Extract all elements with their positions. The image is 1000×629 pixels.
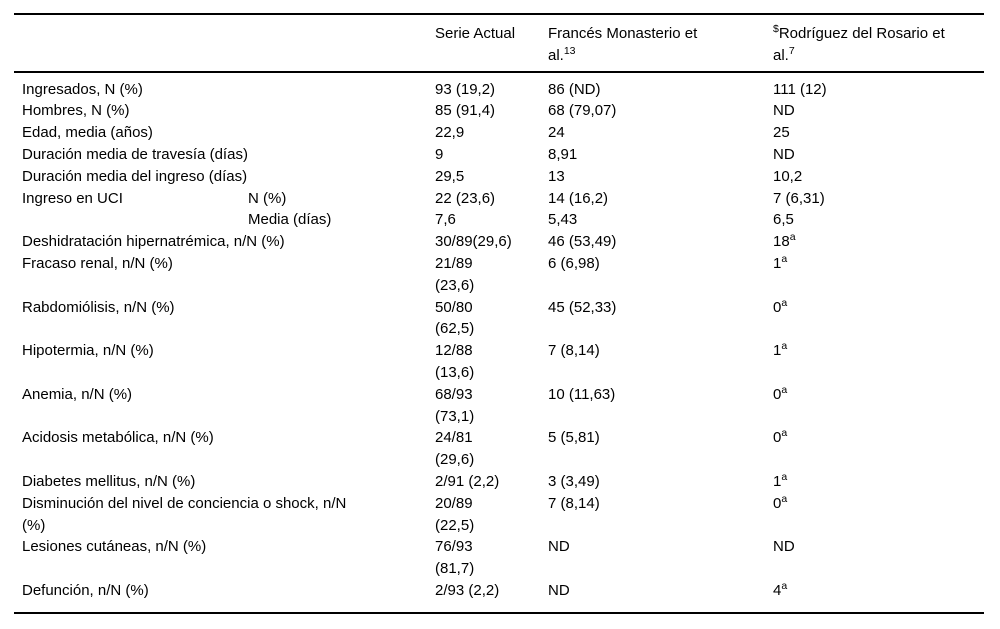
- cell-frances-monasterio: 86 (ND): [548, 80, 601, 98]
- row-sublabel: Media (días): [248, 211, 332, 229]
- cell-frances-monasterio: 5,43: [548, 211, 578, 229]
- row-label: Anemia, n/N (%): [22, 385, 133, 403]
- row-label: Ingreso en UCI: [22, 189, 123, 207]
- cell-frances-monasterio: 13: [548, 167, 565, 185]
- table-row: Duración media del ingreso (días) 29,5 13 1…: [14, 166, 984, 188]
- cell-frances-monasterio: 3 (3,49): [548, 472, 600, 490]
- cell-frances-monasterio: 6 (6,98): [548, 254, 600, 272]
- cell-frances-monasterio: 7 (8,14): [548, 494, 600, 512]
- cell-rodriguez-del-rosario: ND: [773, 102, 795, 120]
- table-row: Duración media de travesía (días) 9 8,91 ND: [14, 144, 984, 166]
- cell-serie-actual: 9: [435, 145, 444, 163]
- header-serie-actual: Serie Actual: [427, 14, 540, 73]
- row-label: [14, 209, 240, 231]
- table-body: Ingresados, N (%) 93 (19,2) 86 (ND) 111 (12…: [14, 72, 984, 613]
- table-row: Deshidratación hipernatrémica, n/N (%) 30…: [14, 231, 984, 253]
- cell-serie-actual: 22,9: [435, 124, 465, 142]
- cell-serie-actual: 2/93 (2,2): [435, 581, 500, 599]
- table-row: Ingresados, N (%) 93 (19,2) 86 (ND) 111 (12…: [14, 72, 984, 101]
- cell-serie-actual: 30/89(29,6): [435, 233, 512, 251]
- cell-rodriguez-del-rosario: 7 (6,31): [773, 189, 825, 207]
- table-row: Diabetes mellitus, n/N (%) 2/91 (2,2) 3 (3…: [14, 471, 984, 493]
- cell-frances-monasterio: 10 (11,63): [548, 385, 616, 403]
- table-row: Acidosis metabólica, n/N (%) 24/81 (29,6) 5…: [14, 427, 984, 471]
- cell-rodriguez-del-rosario: ND: [773, 145, 795, 163]
- row-label: Ingresados, N (%): [22, 80, 143, 98]
- cell-serie-actual: 24/81 (29,6): [435, 429, 475, 469]
- cell-frances-monasterio: 5 (5,81): [548, 429, 600, 447]
- table-row: Rabdomiólisis, n/N (%) 50/80 (62,5) 45 (52,…: [14, 297, 984, 341]
- cell-serie-actual: 50/80 (62,5): [435, 298, 475, 338]
- cell-rodriguez-del-rosario: 0a: [773, 427, 788, 447]
- cell-serie-actual: 76/93 (81,7): [435, 538, 475, 578]
- cell-serie-actual: 29,5: [435, 167, 465, 185]
- cell-rodriguez-del-rosario: ND: [773, 538, 795, 556]
- row-label: Lesiones cutáneas, n/N (%): [22, 538, 207, 556]
- table-row: Lesiones cutáneas, n/N (%) 76/93 (81,7) ND N…: [14, 536, 984, 580]
- cell-frances-monasterio: 8,91: [548, 145, 578, 163]
- table-row: Anemia, n/N (%) 68/93 (73,1) 10 (11,63) 0a: [14, 384, 984, 428]
- cell-serie-actual: 68/93 (73,1): [435, 385, 475, 425]
- cell-frances-monasterio: 68 (79,07): [548, 102, 617, 120]
- cell-rodriguez-del-rosario: 18a: [773, 231, 796, 251]
- cell-rodriguez-del-rosario: 25: [773, 124, 790, 142]
- row-label: Hombres, N (%): [22, 102, 130, 120]
- table-row: Media (días) 7,6 5,43 6,5: [14, 209, 984, 231]
- cell-rodriguez-del-rosario: 111 (12): [773, 80, 827, 98]
- cell-serie-actual: 85 (91,4): [435, 102, 496, 120]
- row-label: Acidosis metabólica, n/N (%): [22, 429, 214, 447]
- row-label: Rabdomiólisis, n/N (%): [22, 298, 175, 316]
- cell-frances-monasterio: 46 (53,49): [548, 233, 617, 251]
- cell-rodriguez-del-rosario: 0a: [773, 492, 788, 512]
- row-label: Duración media de travesía (días): [22, 145, 248, 163]
- row-label: Deshidratación hipernatrémica, n/N (%): [22, 233, 285, 251]
- cell-serie-actual: 12/88 (13,6): [435, 342, 475, 381]
- header-empty-cell: [14, 14, 427, 73]
- header-frances-monasterio: Francés Monasterio et al.13: [540, 14, 765, 73]
- cell-serie-actual: 22 (23,6): [435, 189, 496, 207]
- cell-serie-actual: 93 (19,2): [435, 80, 496, 98]
- cell-rodriguez-del-rosario: 0a: [773, 296, 788, 316]
- cell-rodriguez-del-rosario: 4a: [773, 579, 788, 599]
- row-label: Disminución del nivel de conciencia o sh…: [22, 494, 347, 534]
- row-label: Edad, media (años): [22, 124, 153, 142]
- cell-frances-monasterio: ND: [548, 581, 570, 599]
- cell-frances-monasterio: ND: [548, 538, 570, 556]
- cell-rodriguez-del-rosario: 1a: [773, 340, 788, 360]
- comparison-table: Serie Actual Francés Monasterio et al.13 …: [14, 13, 984, 614]
- cell-rodriguez-del-rosario: 0a: [773, 383, 788, 403]
- row-sublabel: N (%): [248, 189, 287, 207]
- cell-frances-monasterio: 24: [548, 124, 565, 142]
- cell-rodriguez-del-rosario: 10,2: [773, 167, 803, 185]
- cell-rodriguez-del-rosario: 1a: [773, 252, 788, 272]
- table-header: Serie Actual Francés Monasterio et al.13 …: [14, 14, 984, 73]
- row-label: Fracaso renal, n/N (%): [22, 254, 173, 272]
- table-row: Hombres, N (%) 85 (91,4) 68 (79,07) ND: [14, 100, 984, 122]
- header-rodriguez-del-rosario: $Rodríguez del Rosario et al.7: [765, 14, 984, 73]
- cell-frances-monasterio: 14 (16,2): [548, 189, 609, 207]
- cell-rodriguez-del-rosario: 6,5: [773, 211, 794, 229]
- header-row: Serie Actual Francés Monasterio et al.13 …: [14, 14, 984, 73]
- cell-serie-actual: 2/91 (2,2): [435, 472, 500, 490]
- cell-frances-monasterio: 45 (52,33): [548, 298, 617, 316]
- row-label: Diabetes mellitus, n/N (%): [22, 472, 196, 490]
- cell-serie-actual: 7,6: [435, 211, 456, 229]
- row-label: Defunción, n/N (%): [22, 581, 149, 599]
- cell-frances-monasterio: 7 (8,14): [548, 342, 600, 360]
- table-row: Ingreso en UCI N (%) 22 (23,6) 14 (16,2) 7 (…: [14, 188, 984, 210]
- table-row: Hipotermia, n/N (%) 12/88 (13,6) 7 (8,14) 1a: [14, 340, 984, 384]
- table-row: Fracaso renal, n/N (%) 21/89 (23,6) 6 (6,98…: [14, 253, 984, 297]
- row-label: Duración media del ingreso (días): [22, 167, 248, 185]
- row-label: Hipotermia, n/N (%): [22, 342, 154, 360]
- table-row: Defunción, n/N (%) 2/93 (2,2) ND 4a: [14, 580, 984, 613]
- cell-rodriguez-del-rosario: 1a: [773, 470, 788, 490]
- table-row: Disminución del nivel de conciencia o sh…: [14, 493, 984, 537]
- table-row: Edad, media (años) 22,9 24 25: [14, 122, 984, 144]
- cell-serie-actual: 21/89 (23,6): [435, 254, 475, 294]
- cell-serie-actual: 20/89 (22,5): [435, 494, 475, 534]
